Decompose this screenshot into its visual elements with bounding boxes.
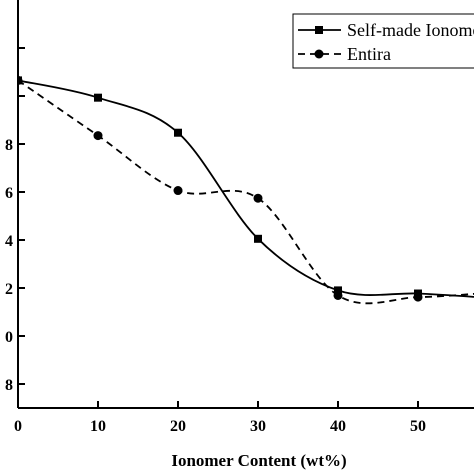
y-tick-label: 8 xyxy=(5,137,13,154)
x-tick-label: 10 xyxy=(90,418,106,435)
plot-area xyxy=(18,75,474,305)
data-point-circle xyxy=(93,131,103,141)
legend-box xyxy=(292,13,474,69)
legend-marker-circle xyxy=(314,49,324,59)
x-tick-label: 20 xyxy=(170,418,186,435)
series-0-group xyxy=(18,76,474,298)
data-point-circle xyxy=(18,75,23,85)
data-point-circle xyxy=(333,290,343,300)
legend-label: Self-made Ionomer xyxy=(347,20,474,40)
series-1-group xyxy=(18,75,474,305)
data-point-square xyxy=(254,234,262,243)
series-line-self-made-ionomer xyxy=(18,79,474,298)
x-axis-title: Ionomer Content (wt%) xyxy=(171,451,346,470)
y-tick-label: 4 xyxy=(5,233,13,250)
data-point-circle xyxy=(413,292,423,302)
y-tick-label: 0 xyxy=(5,329,13,346)
data-point-circle xyxy=(173,186,183,196)
data-point-square xyxy=(94,93,102,102)
legend-marker-square xyxy=(315,26,323,34)
x-tick-label: 30 xyxy=(250,418,266,435)
y-tick-label: 6 xyxy=(5,185,13,202)
data-point-square xyxy=(174,128,182,137)
series-line-entira xyxy=(18,79,474,305)
axes: 0 10 20 30 40 50 8 0 2 4 6 8 xyxy=(5,0,474,435)
legend: Self-made Ionomer Entira xyxy=(292,13,474,69)
y-tick-label: 8 xyxy=(5,377,13,394)
y-tick-label: 2 xyxy=(5,281,13,298)
x-tick-label: 0 xyxy=(14,418,22,435)
data-point-circle xyxy=(253,193,263,203)
x-tick-label: 40 xyxy=(330,418,346,435)
data-point-square xyxy=(334,286,342,295)
legend-label: Entira xyxy=(347,44,391,64)
x-tick-label: 50 xyxy=(410,418,426,435)
